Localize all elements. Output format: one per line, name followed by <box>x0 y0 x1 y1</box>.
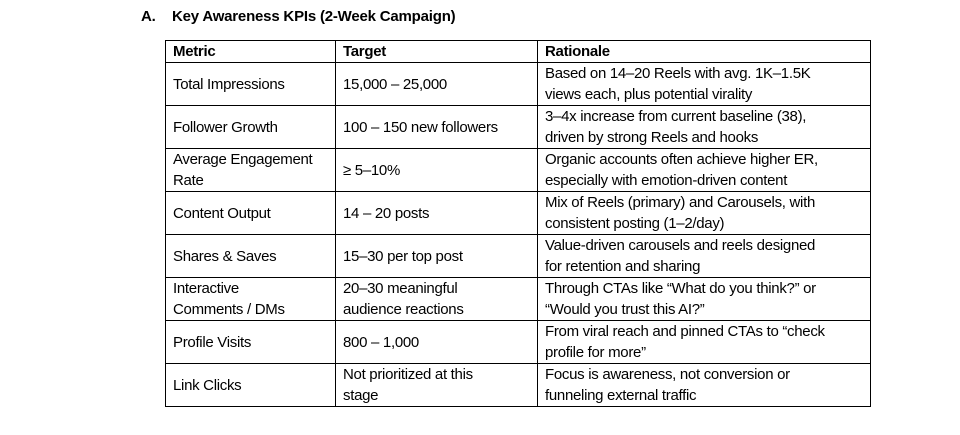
section-number: A. <box>141 8 156 25</box>
table-row: Content Output 14 – 20 posts Mix of Reels … <box>165 191 871 235</box>
rationale-text: funneling external traffic <box>545 387 697 404</box>
target-cell: 20–30 meaningful audience reactions <box>335 277 538 321</box>
rationale-text: especially with emotion-driven content <box>545 172 788 189</box>
metric-cell: Total Impressions <box>165 62 336 106</box>
rationale-text: Through CTAs like “What do you think?” o… <box>545 280 816 297</box>
rationale-text: From viral reach and pinned CTAs to “che… <box>545 323 825 340</box>
metric-cell: Link Clicks <box>165 363 336 407</box>
rationale-text: Value-driven carousels and reels designe… <box>545 237 816 254</box>
metric-text: Interactive <box>173 280 239 297</box>
target-text: audience reactions <box>343 301 464 318</box>
table-row: Interactive Comments / DMs 20–30 meaningfu… <box>165 277 871 321</box>
rationale-cell: Organic accounts often achieve higher ER… <box>537 148 871 192</box>
target-text: 100 – 150 new followers <box>343 118 498 136</box>
metric-cell: Content Output <box>165 191 336 235</box>
target-text: Not prioritized at this <box>343 366 473 383</box>
target-text: 15,000 – 25,000 <box>343 75 447 93</box>
target-text: 15–30 per top post <box>343 247 463 265</box>
header-metric: Metric <box>165 40 336 63</box>
metric-cell: Shares & Saves <box>165 234 336 278</box>
table-row: Link Clicks Not prioritized at this stage F… <box>165 363 871 407</box>
section-title: Key Awareness KPIs (2-Week Campaign) <box>172 8 456 25</box>
target-text: 14 – 20 posts <box>343 204 430 222</box>
target-cell: 15–30 per top post <box>335 234 538 278</box>
metric-cell: Follower Growth <box>165 105 336 149</box>
rationale-text: driven by strong Reels and hooks <box>545 129 759 146</box>
rationale-text: Based on 14–20 Reels with avg. 1K–1.5K <box>545 65 811 82</box>
metric-text: Rate <box>173 172 204 189</box>
rationale-cell: 3–4x increase from current baseline (38)… <box>537 105 871 149</box>
metric-text: Profile Visits <box>173 333 252 351</box>
metric-text: Content Output <box>173 204 271 222</box>
rationale-text: Focus is awareness, not conversion or <box>545 366 790 383</box>
rationale-cell: Focus is awareness, not conversion or fun… <box>537 363 871 407</box>
rationale-cell: Mix of Reels (primary) and Carousels, wi… <box>537 191 871 235</box>
table-row: Average Engagement Rate ≥ 5–10% Organic acc… <box>165 148 871 192</box>
metric-cell: Average Engagement Rate <box>165 148 336 192</box>
rationale-text: 3–4x increase from current baseline (38)… <box>545 108 807 125</box>
rationale-cell: Based on 14–20 Reels with avg. 1K–1.5K vi… <box>537 62 871 106</box>
metric-text: Comments / DMs <box>173 301 285 318</box>
rationale-cell: Through CTAs like “What do you think?” o… <box>537 277 871 321</box>
table-row: Follower Growth 100 – 150 new followers 3–… <box>165 105 871 149</box>
rationale-cell: Value-driven carousels and reels designe… <box>537 234 871 278</box>
metric-cell: Interactive Comments / DMs <box>165 277 336 321</box>
table-row: Shares & Saves 15–30 per top post Value-dr… <box>165 234 871 278</box>
target-cell: Not prioritized at this stage <box>335 363 538 407</box>
rationale-cell: From viral reach and pinned CTAs to “che… <box>537 320 871 364</box>
metric-text: Follower Growth <box>173 118 278 136</box>
header-rationale: Rationale <box>537 40 871 63</box>
target-text: 20–30 meaningful <box>343 280 458 297</box>
kpi-table: Metric Target Rationale Total Impression… <box>165 40 871 407</box>
target-text: ≥ 5–10% <box>343 161 401 179</box>
rationale-text: Organic accounts often achieve higher ER… <box>545 151 818 168</box>
rationale-text: consistent posting (1–2/day) <box>545 215 725 232</box>
metric-text: Total Impressions <box>173 75 285 93</box>
target-cell: 800 – 1,000 <box>335 320 538 364</box>
rationale-text: profile for more” <box>545 344 646 361</box>
target-cell: 14 – 20 posts <box>335 191 538 235</box>
table-row: Total Impressions 15,000 – 25,000 Based on… <box>165 62 871 106</box>
target-cell: 15,000 – 25,000 <box>335 62 538 106</box>
rationale-text: Mix of Reels (primary) and Carousels, wi… <box>545 194 815 211</box>
header-target: Target <box>335 40 538 63</box>
target-text: stage <box>343 387 379 404</box>
target-cell: 100 – 150 new followers <box>335 105 538 149</box>
rationale-text: for retention and sharing <box>545 258 701 275</box>
table-row: Profile Visits 800 – 1,000 From viral reac… <box>165 320 871 364</box>
rationale-text: views each, plus potential virality <box>545 86 753 103</box>
rationale-text: “Would you trust this AI?” <box>545 301 705 318</box>
table-header-row: Metric Target Rationale <box>165 40 871 63</box>
metric-text: Link Clicks <box>173 376 242 394</box>
metric-cell: Profile Visits <box>165 320 336 364</box>
section-heading: A. Key Awareness KPIs (2-Week Campaign) <box>141 8 456 25</box>
metric-text: Average Engagement <box>173 151 313 168</box>
target-text: 800 – 1,000 <box>343 333 419 351</box>
metric-text: Shares & Saves <box>173 247 277 265</box>
target-cell: ≥ 5–10% <box>335 148 538 192</box>
